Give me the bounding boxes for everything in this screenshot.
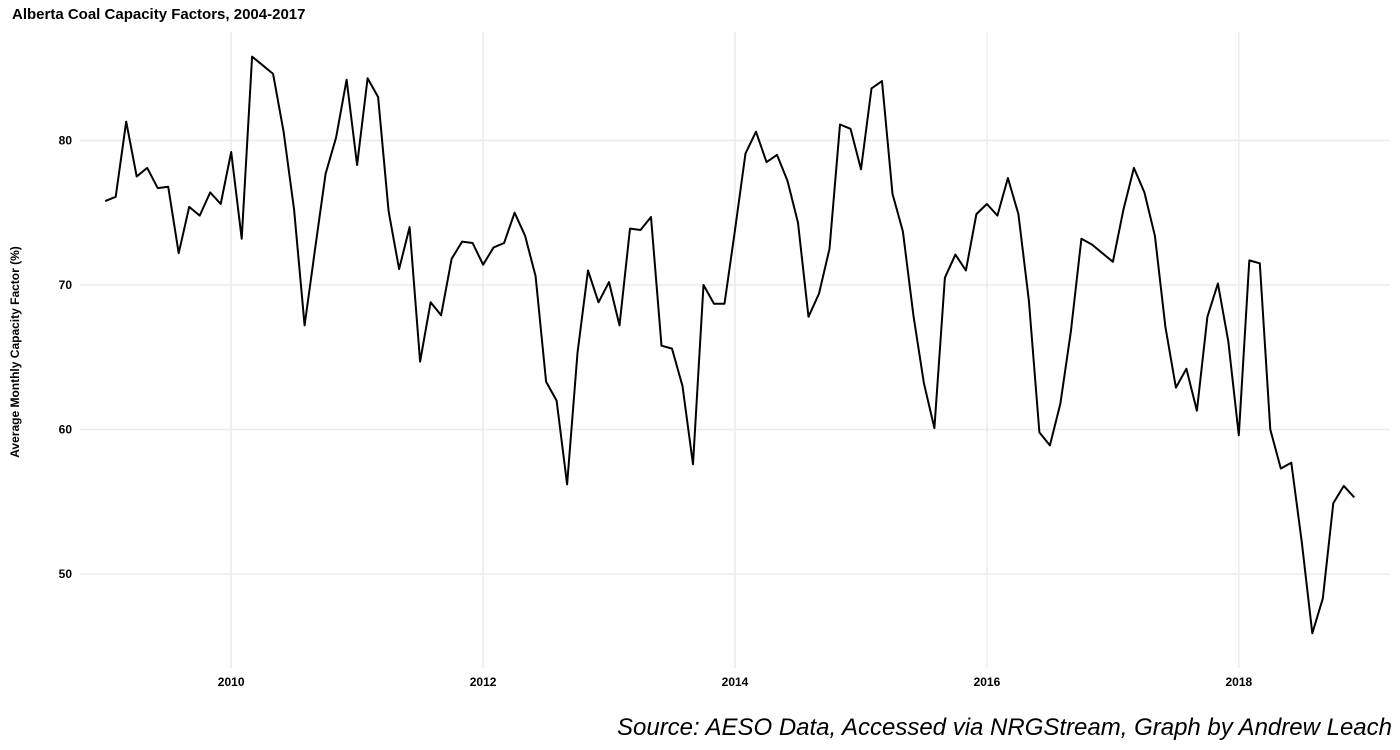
x-tick-label: 2010 — [218, 675, 245, 689]
y-tick-label: 60 — [59, 423, 73, 437]
y-tick-label: 80 — [59, 133, 73, 147]
series-layer — [104, 55, 1356, 635]
x-axis-ticks: 2010 2012 2014 2016 2018 — [218, 675, 1253, 689]
y-tick-label: 50 — [59, 567, 73, 581]
grid-lines — [80, 32, 1390, 668]
chart-title: Alberta Coal Capacity Factors, 2004-2017 — [12, 6, 306, 23]
y-axis-ticks: 50 60 70 80 — [59, 133, 73, 581]
x-tick-label: 2016 — [974, 675, 1001, 689]
y-axis-label: Average Monthly Capacity Factor (%) — [8, 246, 22, 458]
x-tick-label: 2018 — [1225, 675, 1252, 689]
series-line — [104, 55, 1356, 635]
y-tick-label: 70 — [59, 278, 73, 292]
x-tick-label: 2012 — [470, 675, 497, 689]
x-tick-label: 2014 — [722, 675, 749, 689]
source-caption: Source: AESO Data, Accessed via NRGStrea… — [616, 714, 1392, 741]
